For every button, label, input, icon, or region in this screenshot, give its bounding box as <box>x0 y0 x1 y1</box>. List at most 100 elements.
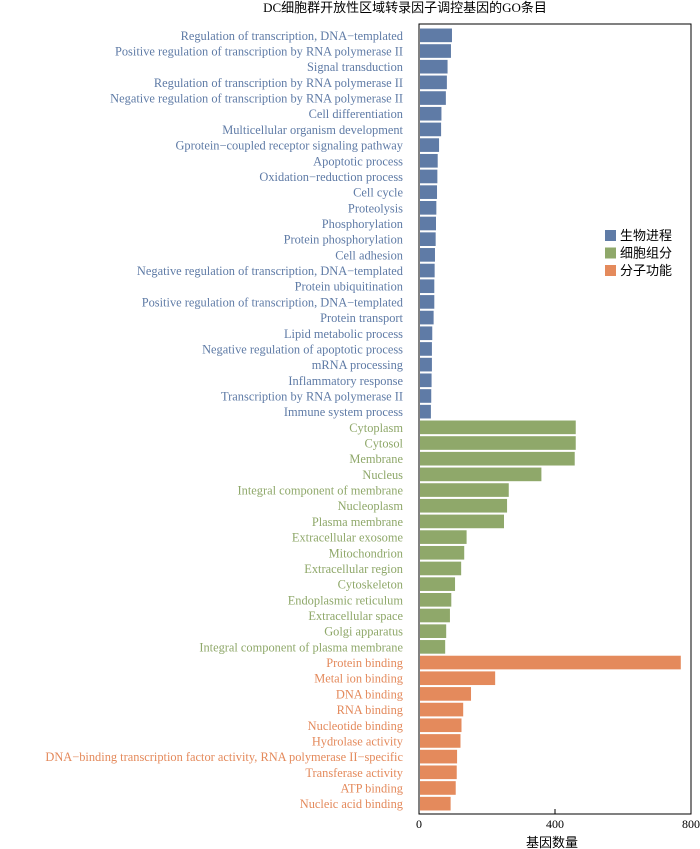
bar <box>420 451 575 466</box>
bar <box>420 342 432 356</box>
bar <box>420 216 436 231</box>
category-label: Golgi apparatus <box>324 625 403 639</box>
bar <box>420 122 442 137</box>
category-label: DNA binding <box>336 687 403 701</box>
bar <box>420 687 472 701</box>
category-labels-group: Regulation of transcription, DNA−templat… <box>45 29 403 811</box>
bar <box>420 420 576 435</box>
bar <box>420 153 438 168</box>
category-label: Gprotein−coupled receptor signaling path… <box>175 139 403 153</box>
bar <box>420 624 447 638</box>
bar <box>420 279 435 294</box>
category-label: Regulation of transcription, DNA−templat… <box>181 29 404 43</box>
bar <box>420 295 435 309</box>
category-label: Immune system process <box>284 405 403 419</box>
bar <box>420 796 451 811</box>
bar <box>420 498 508 513</box>
bar <box>420 593 452 607</box>
category-label: Membrane <box>349 452 403 466</box>
category-label: Transferase activity <box>305 766 403 780</box>
legend-swatch <box>605 265 616 276</box>
bar <box>420 514 504 529</box>
category-label: Multicellular organism development <box>222 123 403 137</box>
bar <box>420 326 433 341</box>
bar <box>420 138 440 152</box>
bar <box>420 169 438 184</box>
bar <box>420 781 456 795</box>
bar <box>420 201 437 215</box>
bar <box>420 91 446 105</box>
legend-label: 分子功能 <box>620 263 672 278</box>
category-label: Protein phosphorylation <box>284 233 403 247</box>
bar <box>420 44 451 58</box>
bar <box>420 671 496 686</box>
category-label: Metal ion binding <box>314 672 403 686</box>
category-label: Nucleotide binding <box>308 719 403 733</box>
bar <box>420 75 447 90</box>
bar <box>420 59 448 74</box>
category-label: Protein transport <box>320 311 403 325</box>
bar <box>420 404 431 419</box>
category-label: Signal transduction <box>307 60 403 74</box>
bar <box>420 530 467 544</box>
bar <box>420 608 450 623</box>
category-label: Nucleoplasm <box>338 499 404 513</box>
category-label: Plasma membrane <box>312 515 404 529</box>
category-label: Endoplasmic reticulum <box>288 593 404 607</box>
bar <box>420 718 462 733</box>
bar <box>420 185 438 199</box>
bar <box>420 28 452 43</box>
category-label: Protein binding <box>326 656 403 670</box>
bar <box>420 263 435 278</box>
category-label: Cell differentiation <box>309 107 403 121</box>
bar <box>420 357 432 372</box>
legend-label: 生物进程 <box>620 228 672 243</box>
category-label: Oxidation−reduction process <box>259 170 403 184</box>
category-label: Lipid metabolic process <box>284 327 403 341</box>
category-label: Cytoplasm <box>349 421 403 435</box>
category-label: Nucleic acid binding <box>300 797 403 811</box>
category-label: Cell adhesion <box>335 248 403 262</box>
bar <box>420 232 436 246</box>
bar <box>420 545 465 560</box>
bar <box>420 765 457 780</box>
bar <box>420 373 432 388</box>
category-label: Integral component of membrane <box>238 484 404 498</box>
category-label: Positive regulation of transcription by … <box>115 45 403 59</box>
x-axis-label: 基因数量 <box>526 835 578 849</box>
bar <box>420 749 458 764</box>
legend-swatch <box>605 247 616 259</box>
category-label: ATP binding <box>340 781 403 795</box>
category-label: Mitochondrion <box>329 546 403 560</box>
x-tick-label: 400 <box>546 817 564 831</box>
category-label: Proteolysis <box>348 201 403 215</box>
bar <box>420 734 461 748</box>
x-tick-label: 800 <box>682 817 700 831</box>
category-label: Phosphorylation <box>322 217 403 231</box>
bar <box>420 640 446 654</box>
category-label: Cell cycle <box>353 186 403 200</box>
legend-swatch <box>605 230 616 241</box>
bar <box>420 655 681 670</box>
bar <box>420 577 456 591</box>
category-label: DNA−binding transcription factor activit… <box>45 750 403 764</box>
bar <box>420 561 462 576</box>
bar <box>420 702 464 717</box>
chart-title: DC细胞群开放性区域转录因子调控基因的GO条目 <box>263 0 547 15</box>
category-label: Regulation of transcription by RNA polym… <box>154 76 403 90</box>
category-label: Positive regulation of transcription, DN… <box>142 295 404 309</box>
category-label: Hydrolase activity <box>312 734 404 748</box>
x-tick-label: 0 <box>416 817 422 831</box>
bars-group <box>420 28 681 811</box>
category-label: Negative regulation of apoptotic process <box>202 342 403 356</box>
category-label: Negative regulation of transcription by … <box>110 92 403 106</box>
bar <box>420 483 509 497</box>
category-label: Cytosol <box>364 437 403 451</box>
category-label: mRNA processing <box>312 358 403 372</box>
category-label: Cytoskeleton <box>338 578 403 592</box>
bar <box>420 436 576 450</box>
x-axis-ticks: 0 400 800 <box>416 809 700 831</box>
category-label: Extracellular exosome <box>292 531 404 545</box>
